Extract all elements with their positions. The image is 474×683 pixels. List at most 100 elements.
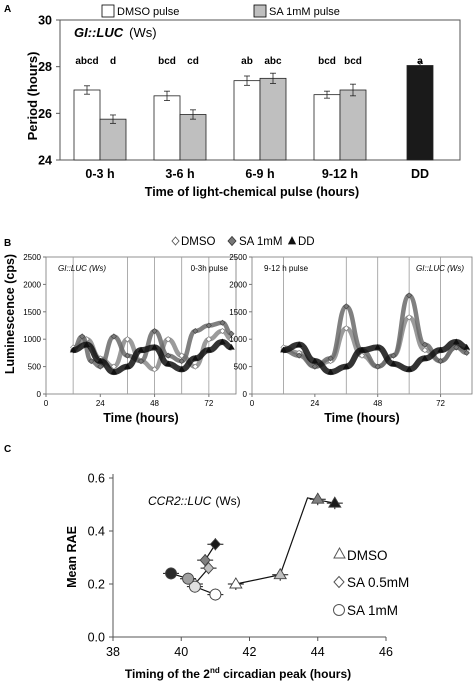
significance-letter: abcd	[75, 56, 98, 67]
y-tick-label-b: 0	[37, 390, 42, 399]
x-tick-label-c: 42	[243, 645, 257, 659]
y-tick-label-a: 26	[38, 107, 52, 121]
data-point	[110, 368, 118, 375]
data-point	[88, 358, 95, 365]
x-axis-label-b: Time (hours)	[324, 411, 399, 425]
panel-a-y-axis-label: Period (hours)	[25, 52, 40, 141]
legend-marker-c-sa-1	[333, 604, 345, 616]
data-point	[192, 327, 199, 335]
panel-b-y-axis-label: Luminescence (cps)	[3, 254, 17, 374]
panel-c-title-gene: CCR2::LUC	[148, 494, 212, 508]
x-category-label-a: 0-3 h	[85, 167, 114, 181]
x-tick-label-b: 48	[150, 399, 159, 408]
legend-label-sa-pulse: SA 1mM pulse	[269, 6, 340, 18]
x-axis-label-b: Time (hours)	[103, 411, 178, 425]
data-point	[209, 538, 221, 551]
y-tick-label-b: 1000	[229, 335, 247, 344]
panel-b-label: B	[4, 238, 11, 249]
series-line-dmso	[235, 497, 335, 585]
x-tick-label-b: 24	[96, 399, 105, 408]
panel-c-y-axis-label: Mean RAE	[65, 526, 79, 588]
data-point	[219, 327, 226, 335]
x-tick-label-c: 46	[379, 645, 393, 659]
significance-letter: cd	[187, 56, 199, 67]
panel-a-title-gene: GI::LUC	[74, 25, 124, 40]
x-tick-label-b: 48	[373, 399, 382, 408]
data-point	[205, 336, 212, 343]
panel-c-x-axis-label-sup: nd	[210, 666, 220, 675]
significance-letter: abc	[264, 56, 282, 67]
bar	[406, 65, 434, 161]
y-tick-label-c: 0.6	[88, 472, 105, 486]
data-point	[79, 333, 86, 340]
panel-a-title: GI::LUC (Ws)	[74, 25, 157, 40]
data-point	[151, 327, 158, 335]
x-category-label-a: 9-12 h	[322, 167, 358, 181]
panel-c-x-axis-label: Timing of the 2nd circadian peak (hours)	[125, 666, 351, 681]
significance-letter: ab	[241, 56, 253, 67]
legend-label-c-sa-1: SA 1mM	[347, 603, 398, 618]
data-point	[453, 344, 460, 351]
data-point	[280, 346, 287, 353]
panel-a-bar-chart: A Period (hours) Time of light-chemical …	[4, 4, 461, 199]
data-point	[374, 363, 381, 370]
data-point	[327, 368, 334, 375]
y-tick-label-b: 1500	[23, 308, 41, 317]
data-point	[406, 314, 413, 321]
data-point	[69, 346, 77, 353]
panel-c-title: CCR2::LUC (Ws)	[148, 494, 241, 508]
significance-letter: d	[110, 56, 116, 67]
legend-label-dd: DD	[298, 236, 315, 248]
y-tick-label-a: 24	[38, 154, 52, 168]
data-point	[124, 363, 131, 369]
data-point	[205, 346, 213, 353]
panel-c-legend: DMSO SA 0.5mM SA 1mM	[333, 546, 409, 618]
panel-c-x-axis-label-pre: Timing of the 2	[125, 667, 210, 681]
data-point	[199, 553, 211, 567]
y-tick-label-a: 30	[38, 14, 52, 28]
data-point	[164, 360, 172, 367]
data-point	[97, 363, 104, 370]
panel-c-label: C	[4, 444, 11, 455]
data-point	[405, 365, 413, 372]
data-point	[188, 580, 201, 593]
data-point	[421, 347, 428, 354]
y-tick-label-a: 28	[38, 60, 52, 74]
data-point	[96, 357, 104, 364]
y-tick-label-b: 500	[234, 363, 248, 372]
data-point	[463, 344, 471, 350]
y-tick-label-b: 500	[28, 363, 42, 372]
legend-swatch-sa-pulse	[253, 4, 267, 18]
legend-label-dmso-pulse: DMSO pulse	[117, 6, 179, 18]
legend-marker-dmso	[171, 236, 180, 246]
legend-marker-c-dmso	[333, 546, 346, 559]
significance-letter: bcd	[318, 56, 336, 67]
data-point	[327, 355, 334, 362]
bar	[153, 95, 181, 161]
data-point	[390, 360, 397, 367]
y-tick-label-c: 0.0	[88, 631, 105, 645]
panel-c-title-suffix: (Ws)	[215, 494, 240, 508]
x-tick-label-b: 72	[204, 399, 213, 408]
data-point	[137, 346, 145, 353]
data-point	[406, 292, 413, 299]
data-point	[178, 365, 186, 372]
bar	[259, 77, 287, 161]
data-point	[421, 341, 428, 348]
data-point	[124, 352, 131, 359]
panel-b-line-charts: B Luminescence (cps) DMSO SA 1mM DD 0 500…	[3, 235, 473, 425]
bar	[233, 80, 261, 161]
legend-marker-dd	[287, 236, 297, 245]
x-category-label-a: 3-6 h	[165, 167, 194, 181]
data-point	[421, 354, 429, 361]
x-category-label-a: 6-9 h	[245, 167, 274, 181]
legend-marker-c-sa-05	[333, 575, 345, 589]
x-tick-label-b: 24	[310, 399, 319, 408]
data-point	[437, 358, 444, 365]
panel-a-x-axis-label: Time of light-chemical pulse (hours)	[145, 185, 359, 199]
subplot-annotation-right: 0-3h pulse	[191, 264, 229, 273]
data-point	[110, 363, 117, 370]
data-point	[182, 572, 195, 585]
data-point	[228, 336, 235, 343]
